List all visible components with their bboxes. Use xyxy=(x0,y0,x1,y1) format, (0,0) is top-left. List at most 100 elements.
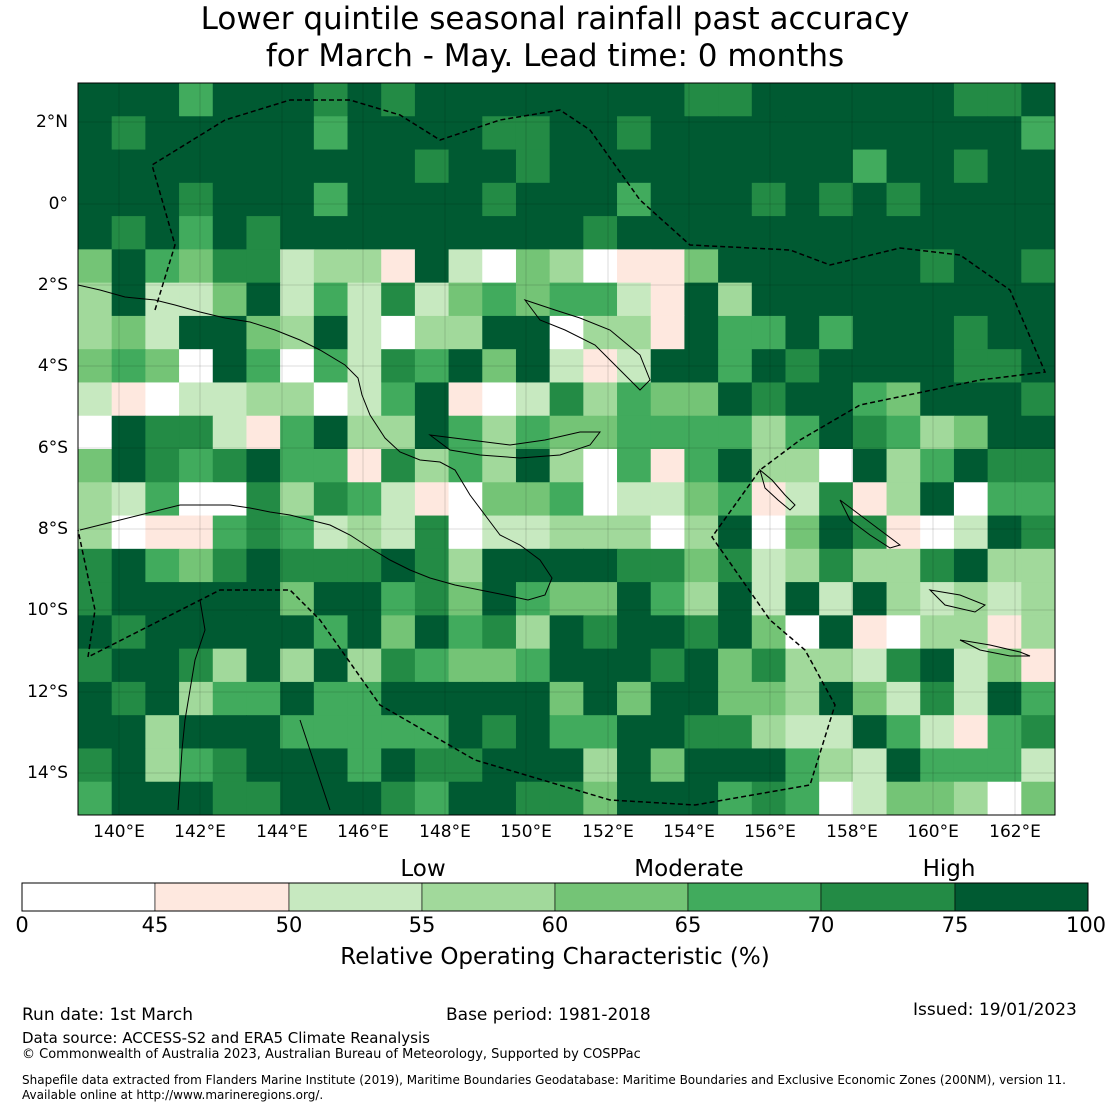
accuracy-cell xyxy=(684,382,719,417)
accuracy-cell xyxy=(617,781,652,816)
accuracy-cell xyxy=(414,282,450,317)
accuracy-cell xyxy=(785,349,820,383)
accuracy-cell xyxy=(414,349,450,383)
accuracy-cell xyxy=(684,415,719,450)
accuracy-cell xyxy=(819,781,854,816)
accuracy-cell xyxy=(482,482,517,517)
accuracy-cell xyxy=(953,548,989,583)
cbar-tick-75: 75 xyxy=(941,913,969,937)
lat-label-12s: 12°S xyxy=(27,682,68,702)
accuracy-cell xyxy=(482,282,517,317)
accuracy-cell xyxy=(785,449,820,483)
accuracy-cell xyxy=(347,548,382,583)
accuracy-cell xyxy=(819,748,854,783)
accuracy-cell xyxy=(246,615,281,650)
accuracy-cell xyxy=(482,116,517,151)
accuracy-cell xyxy=(953,382,989,417)
accuracy-cell xyxy=(650,315,685,350)
accuracy-cell xyxy=(78,149,113,184)
accuracy-cell xyxy=(751,249,786,284)
accuracy-cell xyxy=(482,149,517,184)
accuracy-cell xyxy=(583,349,618,383)
accuracy-cell xyxy=(78,449,113,483)
accuracy-cell xyxy=(920,449,955,483)
colorbar-segment xyxy=(820,882,956,912)
accuracy-cell xyxy=(819,449,854,483)
accuracy-cell xyxy=(852,83,888,117)
accuracy-cell xyxy=(920,681,955,716)
accuracy-cell xyxy=(313,182,349,217)
lon-label-150e: 150°E xyxy=(500,822,552,842)
accuracy-cell xyxy=(280,149,315,184)
colorbar-segment xyxy=(154,882,290,912)
accuracy-cell xyxy=(179,515,214,550)
accuracy-cell xyxy=(1021,315,1056,350)
accuracy-cell xyxy=(78,748,113,783)
accuracy-cell xyxy=(347,715,382,749)
accuracy-cell xyxy=(718,282,753,317)
accuracy-cell xyxy=(852,748,888,783)
accuracy-cell xyxy=(145,315,180,350)
accuracy-cell xyxy=(953,515,989,550)
accuracy-cell xyxy=(313,449,349,483)
accuracy-cell xyxy=(482,582,517,616)
accuracy-cell xyxy=(852,349,888,383)
accuracy-cell xyxy=(515,216,551,250)
accuracy-cell xyxy=(280,182,315,217)
accuracy-cell xyxy=(482,83,517,117)
accuracy-cell xyxy=(920,216,955,250)
accuracy-cell xyxy=(212,349,247,383)
accuracy-cell xyxy=(448,715,483,749)
accuracy-cell xyxy=(448,282,483,317)
accuracy-cell xyxy=(381,282,416,317)
accuracy-cell xyxy=(785,748,820,783)
accuracy-cell xyxy=(785,382,820,417)
lon-label-142e: 142°E xyxy=(174,822,226,842)
accuracy-cell xyxy=(145,449,180,483)
accuracy-cell xyxy=(246,149,281,184)
accuracy-cell xyxy=(414,182,450,217)
accuracy-cell xyxy=(987,582,1022,616)
accuracy-cell xyxy=(280,615,315,650)
accuracy-cell xyxy=(549,449,584,483)
accuracy-cell xyxy=(482,681,517,716)
accuracy-cell xyxy=(987,482,1022,517)
accuracy-cell xyxy=(111,216,146,250)
accuracy-cell xyxy=(414,681,450,716)
colorbar-frame xyxy=(21,882,1089,912)
accuracy-cell xyxy=(886,548,921,583)
accuracy-cell xyxy=(650,748,685,783)
accuracy-cell xyxy=(684,349,719,383)
accuracy-cell xyxy=(111,349,146,383)
accuracy-cell xyxy=(617,615,652,650)
accuracy-cell xyxy=(549,182,584,217)
accuracy-cell xyxy=(549,249,584,284)
accuracy-cell xyxy=(280,515,315,550)
accuracy-cell xyxy=(852,582,888,616)
accuracy-cell xyxy=(145,482,180,517)
accuracy-cell xyxy=(111,648,146,683)
accuracy-cell xyxy=(549,781,584,816)
accuracy-cell xyxy=(718,482,753,517)
accuracy-cell xyxy=(852,315,888,350)
accuracy-cell xyxy=(78,582,113,616)
accuracy-cell xyxy=(819,382,854,417)
accuracy-cell xyxy=(987,282,1022,317)
accuracy-cell xyxy=(111,149,146,184)
accuracy-cell xyxy=(179,349,214,383)
run-date: Run date: 1st March xyxy=(22,1005,194,1025)
accuracy-cell xyxy=(280,781,315,816)
accuracy-cell xyxy=(381,249,416,284)
accuracy-cell xyxy=(414,615,450,650)
accuracy-cell xyxy=(347,116,382,151)
accuracy-cell xyxy=(987,748,1022,783)
accuracy-cell xyxy=(583,415,618,450)
base-period: Base period: 1981-2018 xyxy=(446,1005,651,1025)
accuracy-cell xyxy=(886,349,921,383)
accuracy-cell xyxy=(78,249,113,284)
accuracy-cell xyxy=(1021,182,1056,217)
accuracy-cell xyxy=(617,548,652,583)
accuracy-cell xyxy=(819,315,854,350)
accuracy-cell xyxy=(785,216,820,250)
accuracy-cell xyxy=(987,715,1022,749)
